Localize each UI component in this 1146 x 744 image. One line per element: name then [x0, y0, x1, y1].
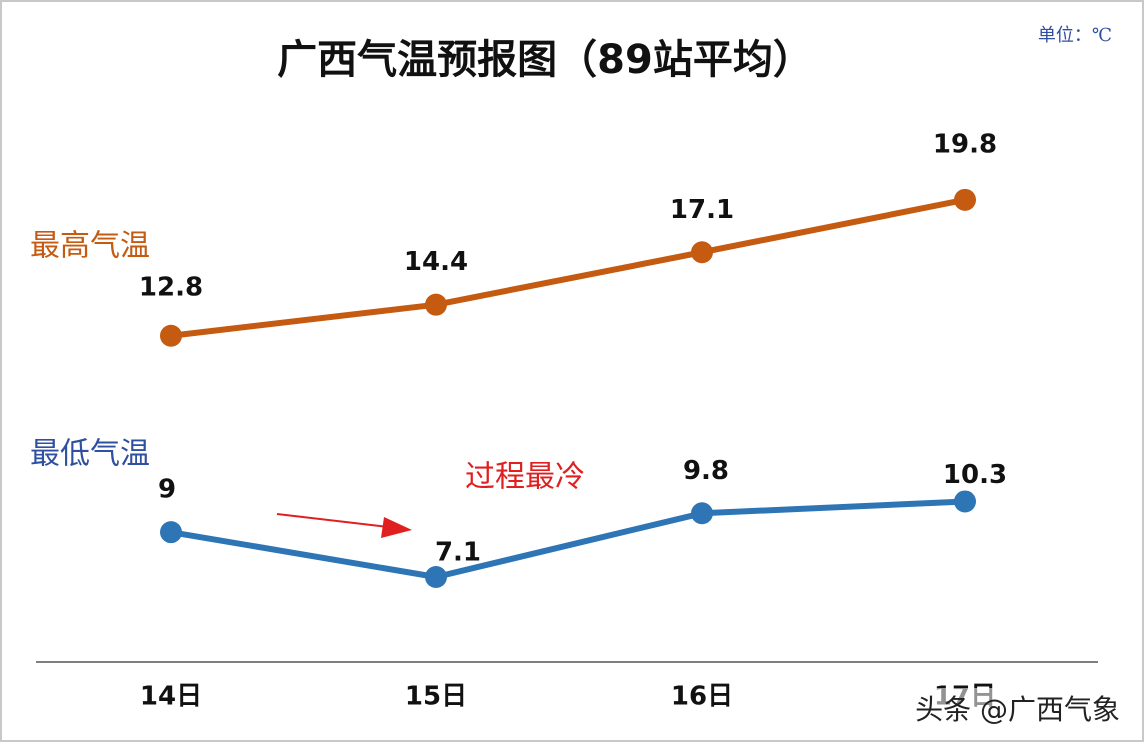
series-line — [170, 196, 966, 339]
point — [425, 293, 447, 316]
point — [160, 324, 182, 347]
data-label: 12.8 — [139, 272, 203, 302]
watermark: 头条 @广西气象 — [915, 693, 1120, 726]
point — [954, 490, 976, 513]
data-label: 17.1 — [670, 195, 734, 225]
point — [691, 241, 713, 264]
point — [425, 566, 447, 589]
data-label: 9 — [158, 475, 176, 505]
data-label: 7.1 — [435, 538, 481, 568]
x-tick-label: 15日 — [405, 682, 467, 712]
annotation: 过程最冷 — [465, 460, 585, 495]
unit-note: 单位：℃ — [1038, 25, 1112, 46]
chart-title: 广西气温预报图（89站平均） — [277, 37, 813, 83]
arrow — [276, 513, 389, 528]
data-label: 19.8 — [933, 129, 997, 159]
data-label: 9.8 — [683, 456, 729, 486]
point — [691, 502, 713, 525]
series-label: 最高气温 — [30, 229, 150, 264]
point — [954, 188, 976, 211]
point — [160, 521, 182, 544]
arrow-head — [381, 517, 412, 538]
x-tick-label: 14日 — [140, 682, 202, 712]
x-tick-label: 16日 — [671, 682, 733, 712]
data-label: 14.4 — [404, 247, 468, 277]
series-label: 最低气温 — [30, 437, 150, 472]
watermark-bg — [900, 688, 1130, 732]
series-line — [170, 498, 966, 581]
data-label: 10.3 — [943, 460, 1007, 490]
